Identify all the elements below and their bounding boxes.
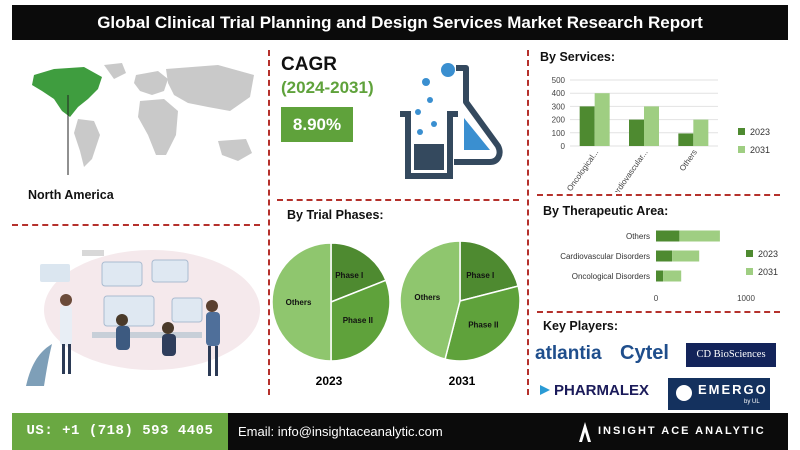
- y-tick-label: Others: [626, 232, 650, 241]
- map-asia: [166, 65, 254, 111]
- map-australia: [218, 139, 252, 161]
- divider-cagr: [277, 199, 519, 201]
- cagr-title: CAGR: [281, 54, 337, 75]
- footer-email: Email: info@insightaceanalytic.com: [238, 424, 443, 439]
- bar-2023: [656, 230, 680, 242]
- region-label: North America: [28, 188, 114, 202]
- bar-2023: [656, 250, 673, 262]
- map-greenland: [104, 63, 126, 79]
- divider-left: [268, 50, 270, 395]
- map-europe: [134, 71, 168, 95]
- legend-label-2031: 2031: [758, 267, 778, 277]
- bar-2031: [693, 119, 709, 146]
- y-tick-label: 0: [561, 142, 566, 151]
- logo-pharmalex: PHARMALEX: [554, 382, 650, 399]
- therapeutic-bar-chart: Oncological Disorders Cardiovascular Diso…: [560, 230, 778, 303]
- bar-2031: [663, 270, 682, 282]
- pie-chart-2023: Phase I Phase II Others: [272, 242, 391, 362]
- pharmalex-icon: [540, 385, 550, 395]
- logo-cd-biosciences-box: CD BioSciences: [686, 343, 776, 367]
- bar-2023: [656, 270, 664, 282]
- x-tick-label: 0: [654, 294, 659, 303]
- bar-2031: [594, 93, 610, 146]
- bar-2023: [629, 119, 644, 146]
- pie-label-phase-ii: Phase II: [343, 316, 373, 325]
- pie-slice-phase-ii: [444, 285, 521, 362]
- divider-right: [527, 50, 529, 395]
- legend-swatch-2031: [738, 146, 745, 153]
- pie-label-phase-ii: Phase II: [468, 320, 498, 329]
- x-tick-label: Others: [678, 148, 699, 173]
- pie-slice-phase-i: [459, 240, 520, 302]
- services-bar-chart: 0 100 200 300 400 500 Oncological... Cardiovasc…: [552, 76, 770, 192]
- bar-2023: [579, 106, 595, 146]
- emergo-icon: [676, 385, 692, 401]
- lab-illustration: [26, 250, 260, 386]
- trial-phases-title: By Trial Phases:: [287, 208, 384, 222]
- logo-emergo-sub: by UL: [744, 399, 760, 405]
- map-south-america: [74, 119, 100, 167]
- cagr-years: (2024-2031): [281, 78, 374, 97]
- legend-label-2023: 2023: [750, 127, 770, 137]
- logo-cytel: Cytel: [620, 342, 669, 364]
- y-tick-label: Oncological Disorders: [572, 272, 650, 281]
- logo-emergo: EMERGO: [698, 382, 768, 397]
- pie-label-others: Others: [286, 298, 312, 307]
- legend-swatch-2031: [746, 268, 753, 275]
- legend-swatch-2023: [738, 128, 745, 135]
- y-tick-label: 400: [552, 89, 566, 98]
- pie-chart-2031: Phase I Phase II Others: [399, 240, 521, 362]
- pie-year-label-2031: 2031: [449, 374, 476, 388]
- divider-therapeutic: [537, 311, 780, 313]
- trial-phases-pies: Phase I Phase II Others Phase I Phase II Oth…: [272, 240, 521, 388]
- map-africa: [138, 99, 178, 155]
- y-tick-label: 200: [552, 116, 566, 125]
- bar-2031: [679, 230, 720, 242]
- footer-brand: INSIGHT ACE ANALYTIC: [598, 425, 766, 437]
- x-tick-label: Oncological...: [565, 148, 600, 192]
- y-tick-label: 500: [552, 76, 566, 85]
- legend-swatch-2023: [746, 250, 753, 257]
- logo-cd-biosciences: CD BioSciences: [696, 349, 766, 360]
- pie-slice-others: [272, 242, 332, 362]
- divider-services: [537, 194, 780, 196]
- x-tick-label: 1000: [737, 294, 755, 303]
- logo-emergo-box: EMERGO by UL: [668, 378, 770, 410]
- legend-label-2031: 2031: [750, 145, 770, 155]
- bar-2023: [678, 133, 694, 146]
- x-tick-label: Cardiovascular...: [608, 148, 650, 192]
- pie-label-others: Others: [414, 293, 440, 302]
- services-title: By Services:: [540, 50, 616, 64]
- legend-label-2023: 2023: [758, 249, 778, 259]
- map-north-america: [32, 67, 102, 117]
- brand-logo-icon: [579, 422, 591, 442]
- divider-region: [12, 224, 260, 226]
- y-tick-label: 300: [552, 102, 566, 111]
- report-title: Global Clinical Trial Planning and Desig…: [12, 5, 788, 40]
- bar-2031: [644, 106, 659, 146]
- pie-label-phase-i: Phase I: [466, 271, 494, 280]
- footer-phone: US: +1 (718) 593 4405: [12, 413, 228, 450]
- pie-slice-phase-ii: [330, 279, 391, 362]
- pie-slice-phase-i: [330, 242, 387, 304]
- key-players-title: Key Players:: [543, 319, 619, 333]
- cagr-value: 8.90%: [281, 107, 353, 142]
- pie-label-phase-i: Phase I: [335, 271, 363, 280]
- bar-2031: [672, 250, 700, 262]
- pie-slice-others: [399, 240, 461, 361]
- world-map: [32, 63, 254, 175]
- pie-year-label-2023: 2023: [316, 374, 343, 388]
- lab-flask-icon: [400, 63, 503, 179]
- y-tick-label: 100: [552, 129, 566, 138]
- y-tick-label: Cardiovascular Disorders: [560, 252, 650, 261]
- logo-atlantia: atlantia: [535, 343, 602, 364]
- therapeutic-title: By Therapeutic Area:: [543, 204, 669, 218]
